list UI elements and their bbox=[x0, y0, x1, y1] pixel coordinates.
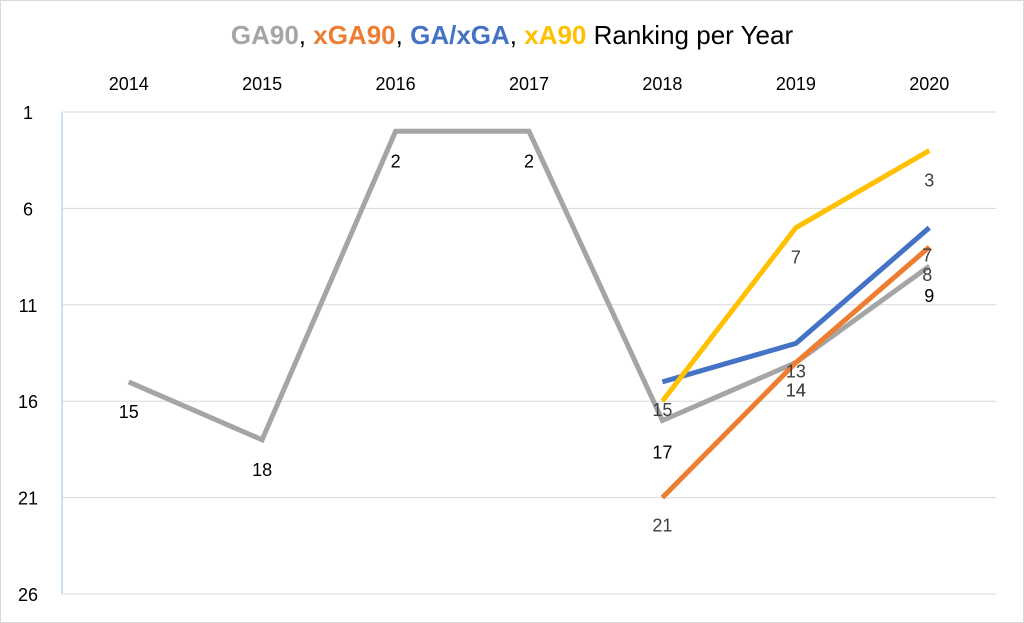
y-tick-label-16: 16 bbox=[18, 392, 38, 412]
y-tick-label-21: 21 bbox=[18, 489, 38, 509]
data-label-xga90-2018: 21 bbox=[652, 516, 672, 536]
x-tick-label-2014: 2014 bbox=[109, 74, 149, 94]
data-label-ga90-2018: 17 bbox=[652, 442, 672, 462]
x-tick-label-2017: 2017 bbox=[509, 74, 549, 94]
data-label-xga90-2020: 8 bbox=[922, 265, 932, 285]
series-line-ga-xga bbox=[661, 225, 931, 385]
title-part-6: xA90 bbox=[524, 20, 587, 50]
x-tick-label-2019: 2019 bbox=[776, 74, 816, 94]
title-part-2: xGA90 bbox=[313, 20, 396, 50]
data-label-ga90-2019: 14 bbox=[786, 381, 806, 401]
data-label-ga-xga-2019: 13 bbox=[786, 361, 806, 381]
title-part-7: Ranking per Year bbox=[586, 20, 794, 50]
series-line-xa90 bbox=[660, 148, 931, 403]
data-label-xa90-2020: 3 bbox=[924, 171, 934, 191]
x-tick-label-2018: 2018 bbox=[642, 74, 682, 94]
title-part-0: GA90 bbox=[230, 20, 299, 50]
x-tick-label-2020: 2020 bbox=[909, 74, 949, 94]
data-label-ga90-2020: 9 bbox=[924, 286, 934, 306]
title-part-5: , bbox=[509, 20, 525, 50]
y-tick-label-1: 1 bbox=[23, 103, 33, 123]
data-label-ga90-2015: 18 bbox=[252, 460, 272, 480]
data-label-ga90-2016: 2 bbox=[391, 151, 401, 171]
series-line-ga90 bbox=[127, 128, 931, 444]
data-label-ga-xga-2018: 15 bbox=[652, 400, 672, 420]
title-part-4: GA/xGA bbox=[410, 20, 510, 50]
data-label-ga-xga-2020: 7 bbox=[922, 246, 932, 266]
x-tick-label-2016: 2016 bbox=[376, 74, 416, 94]
x-tick-label-2015: 2015 bbox=[242, 74, 282, 94]
chart-title: GA90, xGA90, GA/xGA, xA90 Ranking per Ye… bbox=[0, 20, 1024, 51]
y-tick-label-26: 26 bbox=[18, 585, 38, 605]
data-label-xga90-2019: 14 bbox=[786, 381, 806, 401]
series-line-xga90 bbox=[660, 245, 931, 500]
y-tick-label-6: 6 bbox=[23, 199, 33, 219]
data-label-ga90-2017: 2 bbox=[524, 151, 534, 171]
y-tick-label-11: 11 bbox=[19, 296, 38, 316]
data-label-ga90-2014: 15 bbox=[119, 402, 139, 422]
title-part-3: , bbox=[395, 20, 411, 50]
data-label-xa90-2019: 7 bbox=[791, 248, 801, 268]
title-part-1: , bbox=[298, 20, 314, 50]
